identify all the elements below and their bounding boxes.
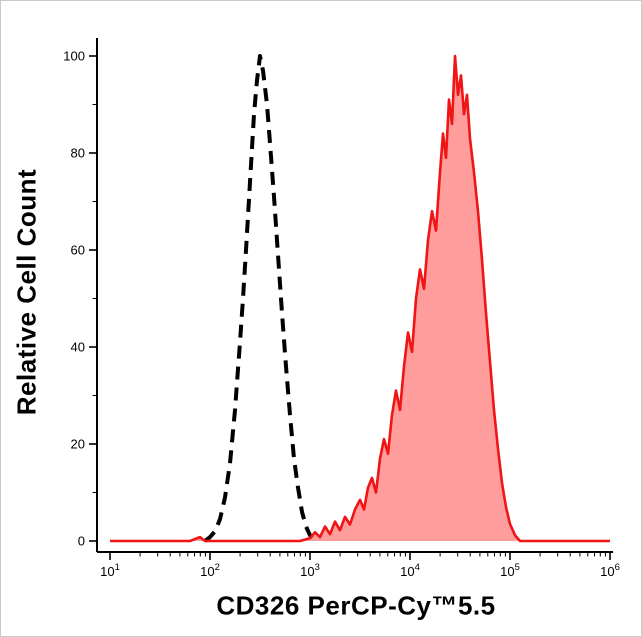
y-tick-label: 20 (71, 437, 85, 452)
y-tick-label: 80 (71, 146, 85, 161)
series-line-red-filled-stained (110, 54, 610, 543)
series-fill-red-filled-stained (110, 56, 610, 541)
y-axis-label: Relative Cell Count (11, 168, 42, 416)
y-tick-label: 100 (63, 49, 85, 64)
y-tick-label: 60 (71, 243, 85, 258)
x-tick-label: 101 (100, 562, 120, 579)
series-line-dashed-black-control (203, 54, 317, 543)
y-tick-label: 0 (78, 534, 85, 549)
x-tick-label: 103 (300, 562, 320, 579)
x-tick-label: 105 (500, 562, 520, 579)
x-axis-label: CD326 PerCP-Cy™5.5 (216, 590, 496, 621)
x-tick-label: 104 (400, 562, 420, 579)
y-tick-label: 40 (71, 340, 85, 355)
x-tick-label: 102 (200, 562, 220, 579)
x-tick-label: 106 (600, 562, 620, 579)
